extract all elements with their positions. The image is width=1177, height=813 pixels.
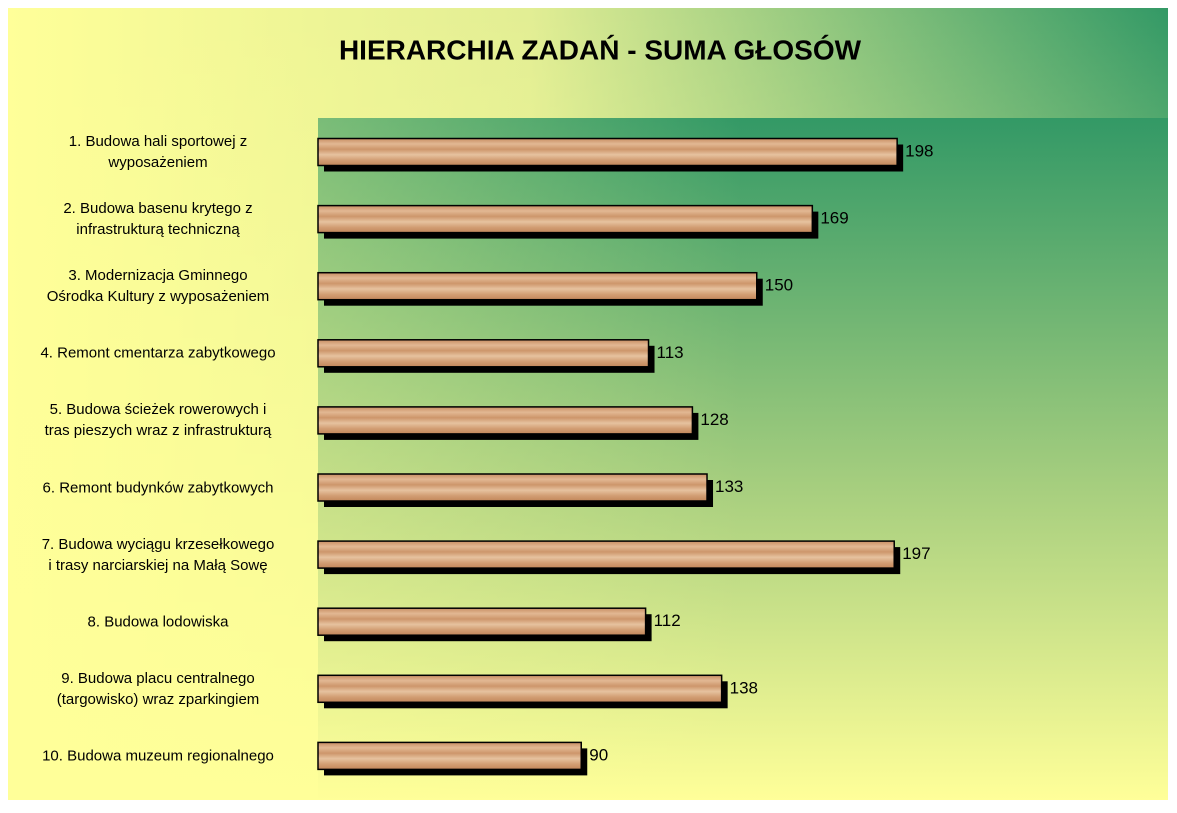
bar — [317, 406, 694, 435]
value-label: 150 — [765, 276, 793, 295]
category-label: 4. Remont cmentarza zabytkowego — [40, 344, 276, 362]
category-label: 7. Budowa wyciągu krzesełkowego i trasy … — [41, 535, 275, 574]
bar — [317, 473, 708, 502]
value-label: 138 — [730, 678, 758, 697]
category-label: 10. Budowa muzeum regionalnego — [42, 747, 274, 765]
value-label: 133 — [715, 477, 743, 496]
bar — [317, 741, 582, 771]
value-label: 112 — [654, 611, 681, 630]
category-label: 3. Modernizacja Gminnego Ośrodka Kultury… — [46, 267, 270, 306]
category-label: 9. Budowa placu centralnego (targowisko)… — [56, 669, 260, 708]
value-label: 198 — [905, 141, 933, 160]
category-label: 5. Budowa ścieżek rowerowych i tras pies… — [44, 401, 272, 440]
category-label: 1. Budowa hali sportowej z wyposażeniem — [68, 133, 248, 171]
category-label: 6. Remont budynków zabytkowych — [42, 479, 274, 496]
bar — [317, 271, 758, 301]
bar — [317, 674, 723, 704]
bar — [317, 607, 647, 636]
value-label: 90 — [589, 745, 608, 764]
bar — [317, 137, 898, 167]
value-label: 113 — [657, 343, 684, 362]
bar — [317, 540, 895, 569]
category-label: 8. Budowa lodowiska — [87, 613, 229, 631]
bar — [317, 339, 650, 368]
value-label: 197 — [902, 544, 930, 563]
value-label: 169 — [820, 209, 848, 228]
category-label: 2. Budowa basenu krytego z infrastruktur… — [63, 200, 253, 239]
chart-title: HIERARCHIA ZADAŃ - SUMA GŁOSÓW — [339, 34, 862, 65]
bar — [317, 204, 814, 234]
value-label: 128 — [700, 410, 728, 429]
